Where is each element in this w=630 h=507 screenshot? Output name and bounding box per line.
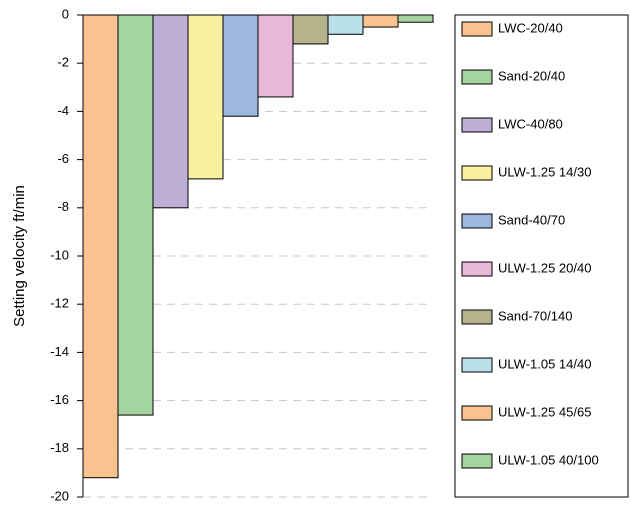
y-tick-label: -12 [50,296,69,311]
y-tick-label: -16 [50,392,69,407]
bar [152,14,189,209]
bar [187,14,224,180]
bar [257,14,294,98]
bar [117,14,154,416]
legend-swatch [461,453,493,469]
legend-box [454,14,629,498]
legend-label: Sand-70/140 [498,308,572,323]
legend-swatch [461,405,493,421]
y-tick-label: -8 [57,199,69,214]
y-tick-label: -10 [50,247,69,262]
y-tick-label: -14 [50,344,69,359]
legend-label: ULW-1.05 14/40 [498,356,591,371]
legend-label: LWC-20/40 [498,20,563,35]
legend-label: ULW-1.05 40/100 [498,452,599,467]
y-tick-label: -6 [57,151,69,166]
bar [362,14,399,28]
y-tick-label: -4 [57,103,69,118]
y-tick-label: -2 [57,55,69,70]
legend-swatch [461,357,493,373]
legend-swatch [461,261,493,277]
legend-label: ULW-1.25 45/65 [498,404,591,419]
legend-label: LWC-40/80 [498,116,563,131]
y-axis-label: Setting velocity ft/min [11,185,28,327]
bar [222,14,259,117]
bar [82,14,119,479]
bar [292,14,329,45]
legend-label: Sand-40/70 [498,212,565,227]
legend-swatch [461,213,493,229]
y-tick-label: -20 [50,488,69,503]
y-tick-label: -18 [50,440,69,455]
legend-swatch [461,117,493,133]
bar [327,14,364,35]
legend-swatch [461,69,493,85]
bar [397,14,434,23]
legend-label: ULW-1.25 20/40 [498,260,591,275]
legend-swatch [461,309,493,325]
legend-label: ULW-1.25 14/30 [498,164,591,179]
legend-label: Sand-20/40 [498,68,565,83]
y-tick-label: 0 [62,6,69,21]
legend-swatch [461,165,493,181]
legend-swatch [461,21,493,37]
